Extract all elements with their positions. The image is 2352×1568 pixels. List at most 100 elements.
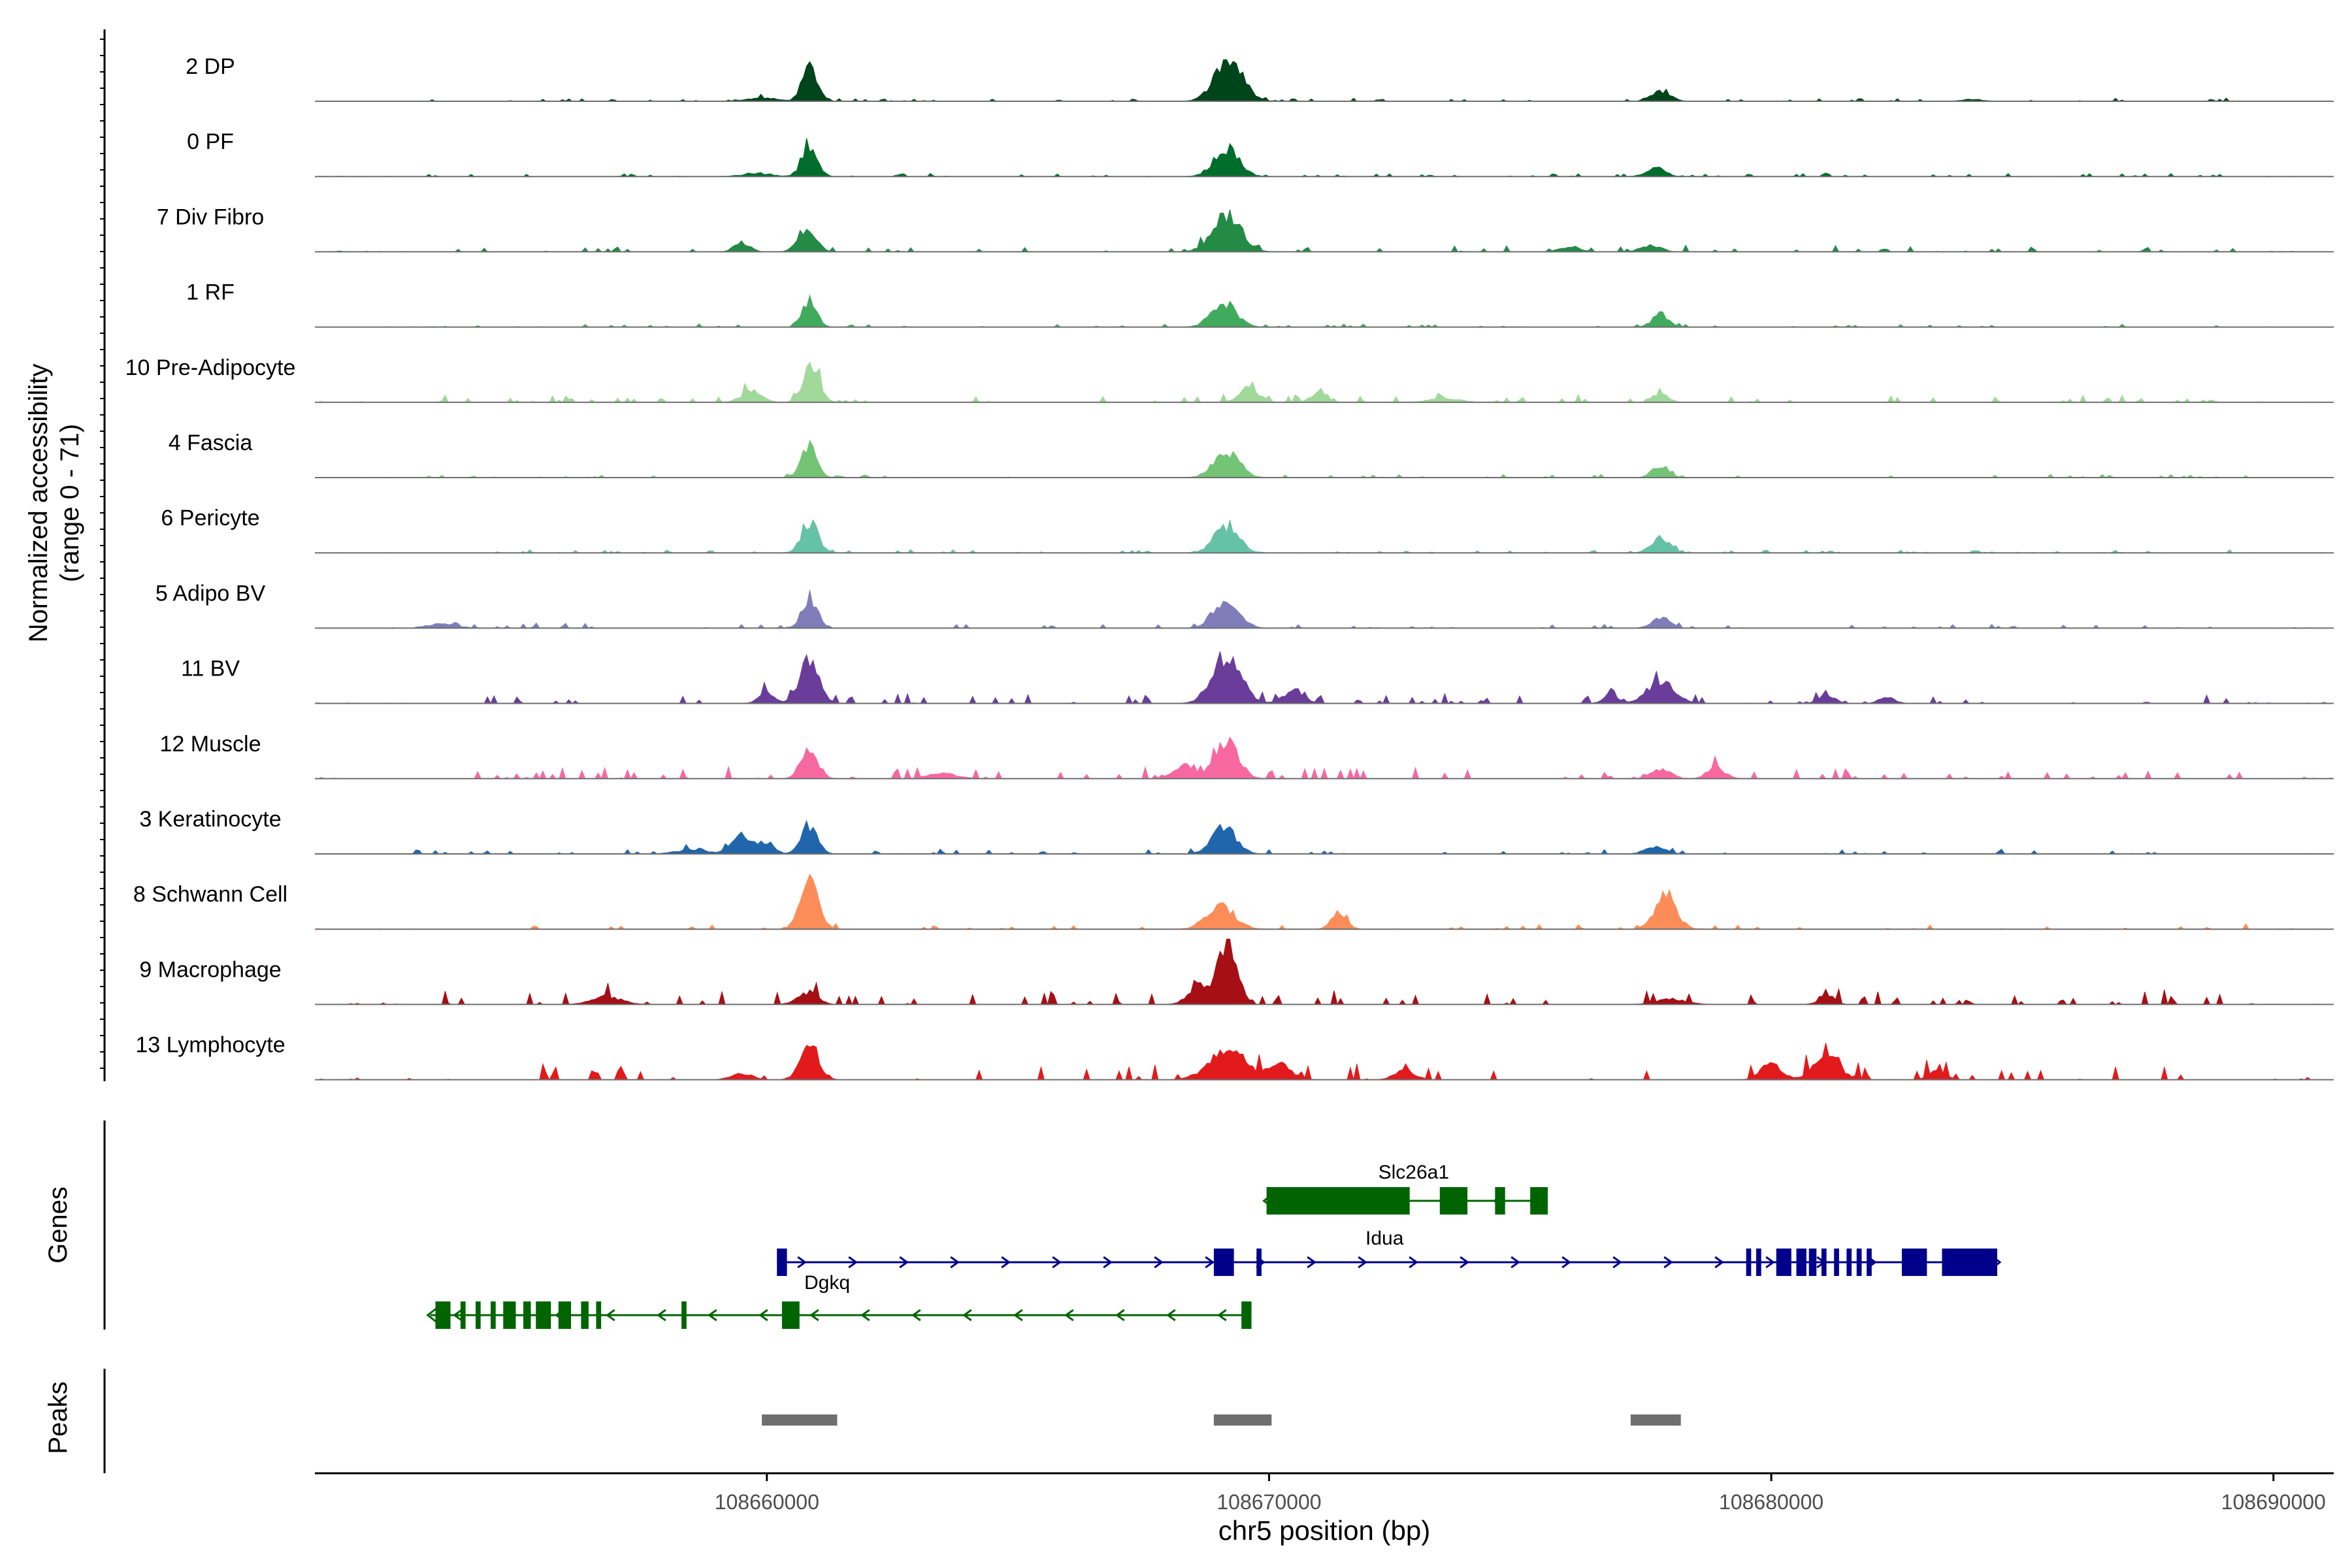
track-label: 2 DP — [186, 54, 235, 79]
x-tick-label: 108690000 — [2221, 1490, 2326, 1514]
gene-exon — [1756, 1249, 1761, 1276]
strand-arrow — [1561, 1256, 1571, 1269]
gene-exon — [581, 1301, 589, 1329]
track-label: 3 Keratinocyte — [139, 807, 281, 832]
strand-arrow — [1001, 1256, 1011, 1269]
track-label: 13 Lymphocyte — [135, 1033, 285, 1058]
gene-exon — [1808, 1249, 1817, 1276]
strand-arrow — [606, 1309, 615, 1322]
strand-arrow — [1358, 1256, 1367, 1269]
strand-arrow — [759, 1309, 768, 1322]
gene-exon — [596, 1301, 602, 1329]
x-tick-label: 108680000 — [1719, 1490, 1823, 1514]
gene-exon — [1213, 1249, 1234, 1276]
gene-exon — [536, 1301, 551, 1329]
gene-exon — [1846, 1249, 1852, 1276]
peak-region — [1213, 1414, 1272, 1426]
gene-exon — [1746, 1249, 1752, 1276]
strand-arrow — [1064, 1309, 1074, 1322]
gene-exon — [1266, 1187, 1410, 1215]
gene-exon — [460, 1301, 466, 1329]
strand-arrow — [426, 1307, 438, 1324]
x-axis-ticks: 108660000 108670000 108680000 108690000 — [715, 1473, 2326, 1514]
gene-exon — [1256, 1249, 1262, 1276]
gene-exon — [1867, 1249, 1872, 1276]
strand-arrow — [657, 1309, 666, 1322]
strand-arrow — [950, 1256, 960, 1269]
gene-exon — [1241, 1301, 1252, 1329]
strand-arrow — [1307, 1256, 1316, 1269]
y-axis-label-line2: (range 0 - 71) — [56, 424, 84, 582]
strand-arrow — [1714, 1256, 1724, 1269]
gene-exon — [1776, 1249, 1791, 1276]
gene-label: Dgkq — [804, 1272, 850, 1294]
track-label: 8 Schwann Cell — [133, 882, 287, 907]
genes-panel-label: Genes — [44, 1186, 73, 1264]
gene-exon — [1439, 1187, 1468, 1215]
gene-exon — [777, 1249, 787, 1276]
strand-arrow — [1409, 1256, 1418, 1269]
coverage-tracks: 2 DP 0 PF 7 Div Fibro 1 RF 10 Pre-Adipocyte 4… — [125, 54, 2334, 1081]
gene-exon — [503, 1301, 516, 1329]
strand-arrow — [809, 1309, 819, 1322]
gene-exon — [1796, 1249, 1806, 1276]
strand-arrow — [1166, 1309, 1176, 1322]
gene-exon — [781, 1301, 800, 1329]
peaks-panel-label: Peaks — [44, 1381, 73, 1454]
strand-arrow — [1052, 1256, 1062, 1269]
gene-exon — [523, 1301, 531, 1329]
strand-arrow — [860, 1309, 870, 1322]
track-label: 12 Muscle — [160, 732, 261, 757]
gene-annotations: Slc26a1 Idua Dgkq — [426, 1162, 2002, 1329]
track-label: 4 Fascia — [169, 431, 253, 455]
track-label: 0 PF — [187, 129, 234, 154]
strand-arrow — [1612, 1256, 1622, 1269]
gene-exon — [1495, 1187, 1505, 1215]
strand-arrow — [1103, 1256, 1113, 1269]
strand-arrow — [1217, 1309, 1227, 1322]
track-label: 10 Pre-Adipocyte — [125, 355, 296, 380]
gene-exon — [1821, 1249, 1827, 1276]
peak-region — [762, 1414, 838, 1426]
coverage-y-ticks — [100, 39, 105, 1069]
strand-arrow — [848, 1256, 858, 1269]
strand-arrow — [962, 1309, 972, 1322]
gene-exon — [1530, 1187, 1548, 1215]
strand-arrow — [1663, 1256, 1673, 1269]
strand-arrow — [708, 1309, 717, 1322]
gene-exon — [475, 1301, 481, 1329]
x-axis-label: chr5 position (bp) — [1218, 1515, 1431, 1546]
strand-arrow — [797, 1256, 807, 1269]
track-label: 1 RF — [186, 280, 235, 305]
gene-exon — [1834, 1249, 1839, 1276]
gene-exon — [1856, 1249, 1862, 1276]
strand-arrow — [1154, 1256, 1164, 1269]
strand-arrow — [1460, 1256, 1469, 1269]
x-tick-label: 108660000 — [715, 1490, 819, 1514]
strand-arrow — [1115, 1309, 1125, 1322]
gene-exon — [491, 1301, 496, 1329]
gene-exon — [1942, 1249, 1997, 1276]
peak-regions — [762, 1414, 1681, 1426]
gene-exon — [1901, 1249, 1927, 1276]
strand-arrow — [1013, 1309, 1023, 1322]
strand-arrow — [1205, 1256, 1215, 1269]
track-label: 5 Adipo BV — [155, 581, 266, 606]
track-label: 11 BV — [181, 657, 240, 681]
x-tick-label: 108670000 — [1217, 1490, 1321, 1514]
strand-arrow — [911, 1309, 921, 1322]
gene-exon — [681, 1301, 687, 1329]
track-label: 6 Pericyte — [161, 506, 259, 531]
strand-arrow — [1765, 1256, 1775, 1269]
strand-arrow — [899, 1256, 909, 1269]
gene-exon — [558, 1301, 572, 1329]
strand-arrow — [453, 1309, 463, 1322]
track-label: 7 Div Fibro — [157, 204, 264, 229]
strand-arrow — [1511, 1256, 1520, 1269]
gene-exon — [435, 1301, 451, 1329]
y-axis-label-line1: Normalized accessibility — [24, 364, 53, 643]
gene-label: Slc26a1 — [1379, 1162, 1449, 1183]
peak-region — [1630, 1414, 1681, 1426]
